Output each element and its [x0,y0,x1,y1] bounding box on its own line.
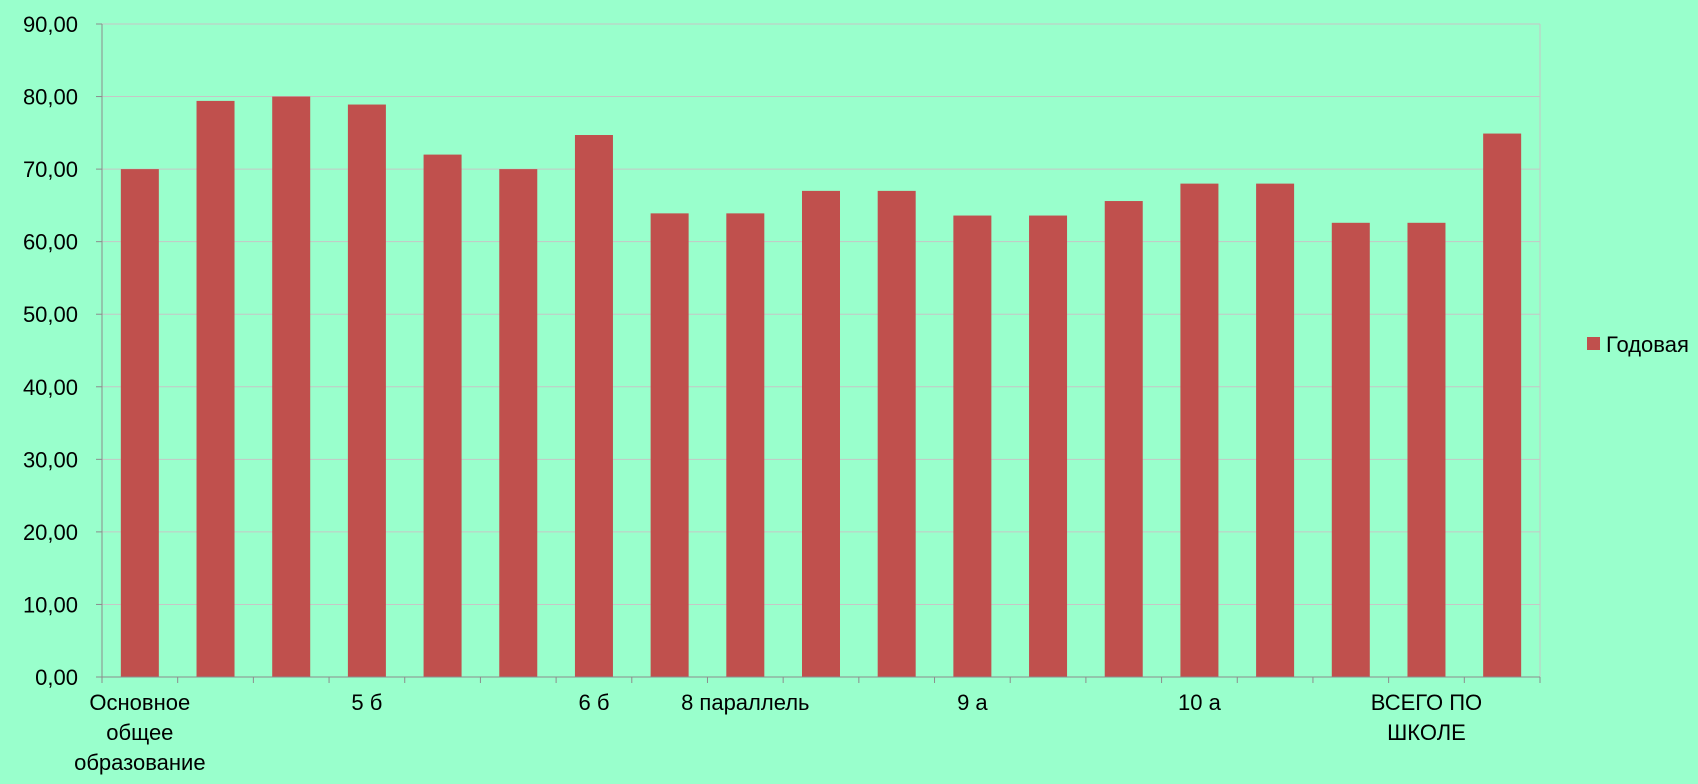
y-tick-label: 0,00 [35,665,78,690]
legend: Годовая [1587,332,1689,357]
y-tick-label: 80,00 [23,85,78,110]
bar [272,96,311,678]
y-tick-label: 60,00 [23,230,78,255]
bar [877,190,916,677]
bar [574,135,613,677]
y-tick-labels: 0,00 10,00 20,00 30,00 40,00 50,00 60,00 70,00 8… [23,12,78,690]
bars [120,96,1522,678]
bar [499,169,538,677]
bar [1483,133,1522,677]
legend-label-godovaya: Годовая [1606,332,1689,357]
bar [120,169,159,677]
bar [423,154,462,678]
x-tick-labels: Основное общее образование 5 б 6 б 8 параллел… [74,690,1482,775]
x-tick-label: 5 б [351,690,382,715]
x-tick-label: общее [106,720,173,745]
x-tick-label: ВСЕГО ПО [1371,690,1482,715]
bar [1407,222,1446,677]
bar [1029,215,1068,677]
x-tick-label: 10 а [1178,690,1222,715]
y-tick-label: 20,00 [23,520,78,545]
y-tick-label: 50,00 [23,302,78,327]
x-tick-label: 9 а [957,690,988,715]
bar [347,104,386,677]
y-tick-label: 90,00 [23,12,78,37]
bar [196,100,235,678]
bar [1180,183,1219,677]
y-tick-label: 70,00 [23,157,78,182]
bar [953,215,992,677]
legend-swatch-godovaya [1587,337,1600,350]
axes [96,23,1541,683]
bar [726,213,765,677]
bar [1331,222,1370,677]
y-tick-label: 30,00 [23,447,78,472]
x-tick-label: ШКОЛЕ [1387,720,1466,745]
x-tick-label: 6 б [578,690,609,715]
bar [1104,201,1143,677]
y-tick-label: 10,00 [23,592,78,617]
x-tick-label: Основное [89,690,190,715]
bar [1256,183,1295,677]
y-tick-label: 40,00 [23,375,78,400]
x-tick-label: 8 параллель [681,690,809,715]
bar [650,213,689,677]
bar [802,190,840,677]
x-tick-label: образование [74,750,205,775]
